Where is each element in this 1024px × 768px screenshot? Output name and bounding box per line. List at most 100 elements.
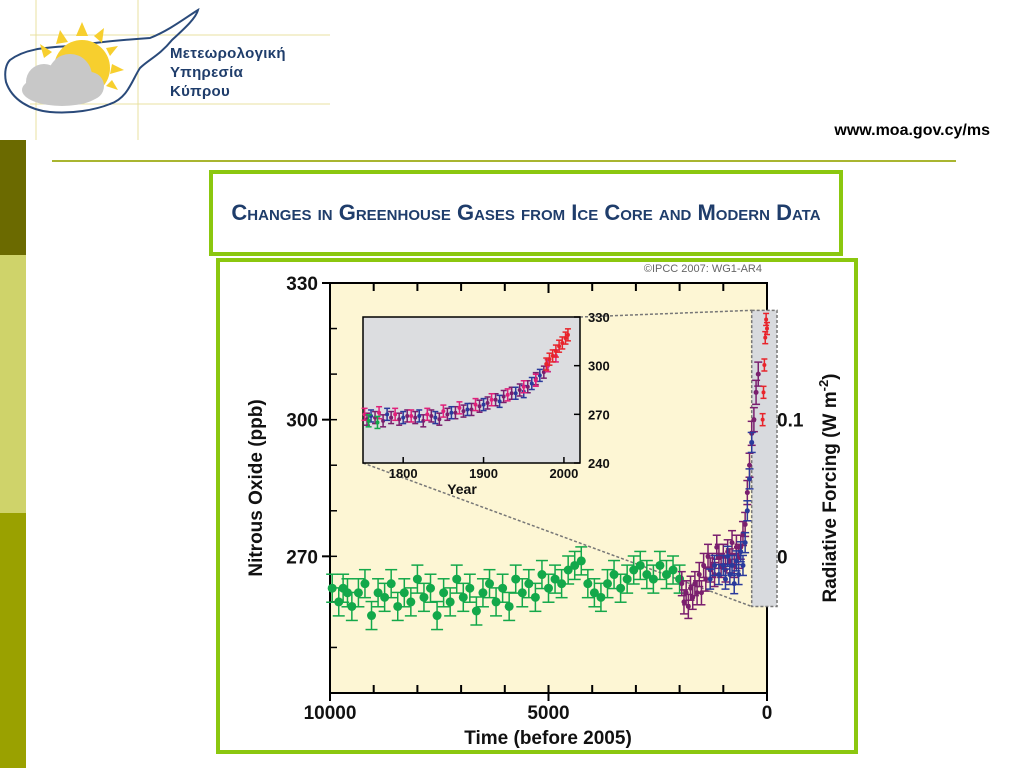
inset-data-point [512, 386, 519, 400]
y2-axis-label-main: Radiative Forcing (W m [820, 391, 841, 602]
ice-core-data-point [660, 559, 673, 590]
blue-data-point [747, 431, 756, 454]
inset-data-point [456, 401, 463, 415]
ice-core-data-point [640, 559, 653, 590]
nitrous-oxide-chart: 10000 5000 0 330 300 270 0.1 0 1800 1900 2000 330 3… [246, 263, 841, 749]
header-divider [52, 160, 956, 162]
met-service-logo [4, 0, 330, 140]
inset-x-tick-label: 1900 [469, 466, 498, 481]
inset-data-point [408, 409, 415, 423]
inset-data-point [412, 410, 419, 425]
website-url: www.moa.gov.cy/ms [834, 122, 990, 139]
inset-y-tick-label: 240 [588, 456, 610, 471]
blue-data-point [741, 531, 750, 554]
organization-name: Μετεωρολογική Υπηρεσία Κύπρου [170, 44, 340, 101]
y-axis-label: Nitrous Oxide (ppb) [246, 399, 267, 576]
y2-axis-label-close: ) [820, 373, 841, 379]
red-data-point [764, 321, 770, 336]
ice-core-data-point [627, 555, 640, 585]
ice-core-data-point [529, 582, 542, 613]
inset-y-tick-label: 270 [588, 407, 610, 422]
ice-core-data-point [457, 582, 470, 613]
ice-core-data-point [385, 568, 398, 599]
inset-data-point [532, 373, 539, 388]
ice-core-data-point [424, 573, 437, 603]
inset-data-point [392, 407, 399, 422]
red-data-point [760, 385, 767, 400]
inset-data-point [400, 410, 407, 425]
ice-core-data-point [516, 578, 529, 608]
y2-tick-label: 0 [777, 547, 788, 568]
purple-data-point [677, 570, 686, 597]
cyprus-map-outline [4, 7, 200, 114]
ice-core-data-point [667, 555, 680, 585]
ice-core-data-point [581, 568, 594, 599]
inset-data-point [365, 414, 372, 428]
x-axis-label: Time (before 2005) [464, 728, 632, 749]
inset-data-point [388, 410, 395, 425]
inset-data-point [384, 407, 391, 422]
inset-data-point [520, 380, 527, 394]
x-tick-label: 10000 [304, 703, 357, 724]
org-name-line-3: Κύπρου [170, 83, 231, 100]
ice-core-data-point [444, 587, 457, 617]
inset-data-point [488, 392, 495, 407]
y-tick-label: 300 [286, 411, 318, 432]
purple-data-point [749, 406, 758, 433]
y2-axis-label-superscript: -2 [816, 380, 831, 392]
inset-x-tick-label: 1800 [389, 466, 418, 481]
y-tick-label: 270 [286, 547, 318, 568]
ice-core-data-point [562, 555, 575, 585]
inset-data-point [432, 410, 439, 425]
inset-data-point [524, 380, 531, 394]
ice-core-data-point [575, 546, 588, 576]
inset-data-point [460, 404, 467, 418]
inset-data-point [374, 415, 381, 430]
inset-data-point [564, 328, 571, 342]
inset-data-point [472, 397, 479, 412]
inset-data-point [361, 407, 368, 422]
ice-core-data-point [358, 568, 371, 599]
ice-core-data-point [634, 550, 647, 581]
ice-core-data-point [568, 550, 581, 581]
inset-data-point [484, 396, 491, 410]
inset-data-point [380, 414, 387, 428]
inset-data-point [396, 412, 403, 426]
ice-core-data-point [549, 564, 562, 594]
purple-data-point [745, 452, 754, 478]
inset-data-point [428, 409, 435, 423]
inset-data-point [496, 394, 503, 409]
inset-data-point [464, 402, 471, 417]
y2-axis-label: Radiative Forcing (W m-2) [816, 373, 841, 602]
blue-data-point [728, 554, 737, 577]
purple-data-point [752, 379, 761, 406]
inset-data-point [500, 389, 507, 404]
ice-core-data-point [372, 578, 385, 608]
ice-core-data-point [378, 582, 391, 613]
ice-core-data-point [653, 550, 666, 581]
ice-core-data-point [621, 564, 634, 594]
red-data-point [763, 312, 770, 327]
ice-core-data-point [431, 600, 444, 631]
ice-core-data-point [463, 573, 476, 603]
slide-title-box: Changes in Greenhouse Gases from Ice Cor… [209, 170, 843, 256]
zoom-connector-bottom [362, 462, 752, 608]
org-name-line-2: Υπηρεσία [170, 64, 244, 81]
org-name-line-1: Μετεωρολογική [170, 45, 286, 62]
blue-data-point [706, 568, 715, 590]
slide-title: Changes in Greenhouse Gases from Ice Cor… [231, 200, 821, 225]
blue-data-point [721, 568, 730, 590]
inset-x-axis-label: Year [447, 481, 477, 497]
ice-core-data-point [437, 578, 450, 608]
inset-data-point [436, 412, 443, 426]
ice-core-data-point [398, 578, 411, 608]
cloud-icon [22, 54, 104, 106]
ice-core-data-point [509, 564, 522, 594]
zoom-region-box [750, 309, 778, 608]
ice-core-data-point [476, 578, 489, 608]
inset-data-point [440, 404, 447, 418]
left-decorative-strip [0, 140, 26, 768]
ice-core-data-point [470, 596, 483, 626]
blue-data-point [743, 500, 752, 522]
ice-core-data-point [411, 564, 424, 594]
